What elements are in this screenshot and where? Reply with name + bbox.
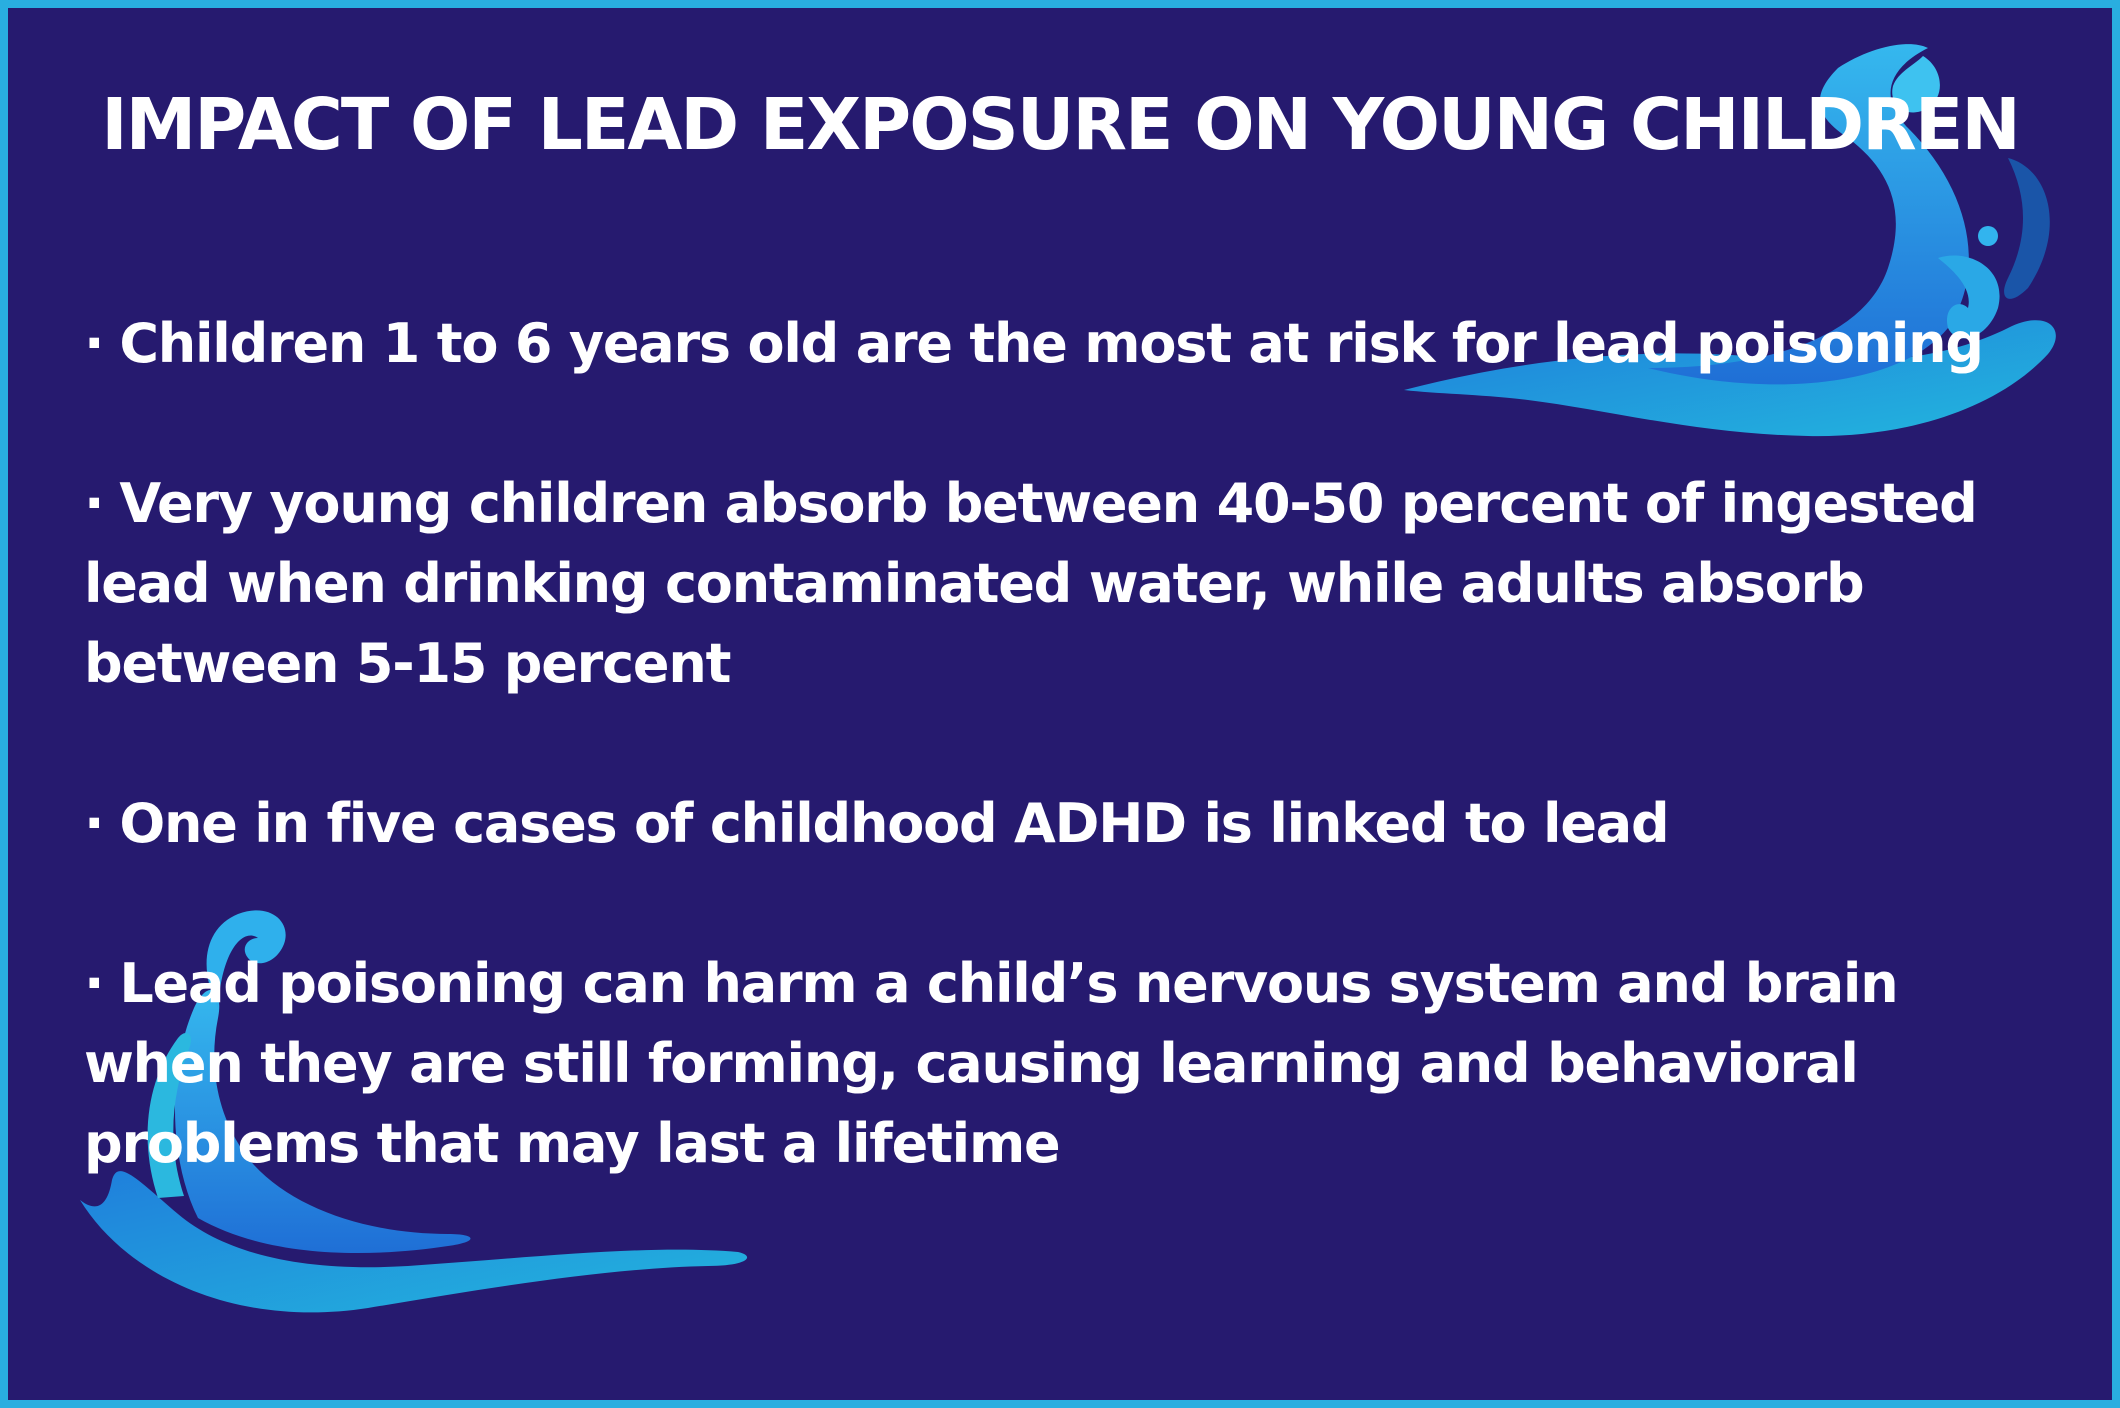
bullet-text: Children 1 to 6 years old are the most a… xyxy=(119,312,1984,375)
bullet-list: · Children 1 to 6 years old are the most … xyxy=(84,304,2064,1264)
bullet-text: Lead poisoning can harm a child’s nervou… xyxy=(84,952,1899,1175)
bullet-marker: · xyxy=(84,952,105,1015)
page-title: IMPACT OF LEAD EXPOSURE ON YOUNG CHILDRE… xyxy=(101,83,2021,166)
poster-panel: IMPACT OF LEAD EXPOSURE ON YOUNG CHILDRE… xyxy=(8,8,2112,1400)
bullet-marker: · xyxy=(84,312,105,375)
bullet-item: · One in five cases of childhood ADHD is … xyxy=(84,784,2064,864)
bullet-text: One in five cases of childhood ADHD is l… xyxy=(119,792,1669,855)
bullet-item: · Very young children absorb between 40-5… xyxy=(84,464,2064,704)
bullet-text: Very young children absorb between 40-50… xyxy=(84,472,1978,695)
bullet-marker: · xyxy=(84,472,105,535)
bullet-item: · Children 1 to 6 years old are the most … xyxy=(84,304,2064,384)
bullet-item: · Lead poisoning can harm a child’s nervo… xyxy=(84,944,2064,1184)
bullet-marker: · xyxy=(84,792,105,855)
